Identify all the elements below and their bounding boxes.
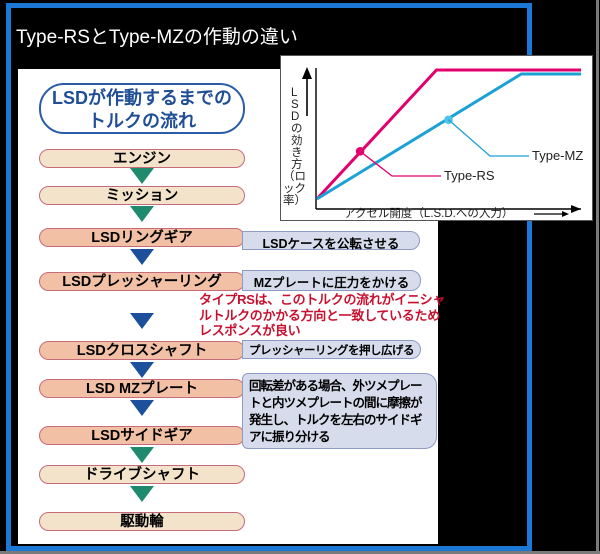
- svg-text:率）: 率）: [283, 193, 306, 207]
- svg-text:L: L: [291, 87, 298, 99]
- svg-text:き: き: [291, 146, 303, 159]
- svg-text:S: S: [291, 99, 299, 111]
- svg-text:の: の: [291, 123, 303, 135]
- svg-text:Type-MZ: Type-MZ: [532, 148, 583, 163]
- svg-text:効: 効: [291, 133, 303, 147]
- svg-text:方: 方: [291, 157, 303, 171]
- svg-text:アクセル開度（L.S.D.への入力）: アクセル開度（L.S.D.への入力）: [344, 206, 513, 220]
- svg-text:Type-RS: Type-RS: [444, 168, 495, 183]
- svg-text:D: D: [291, 111, 299, 123]
- svg-text:（ロ: （ロ: [283, 170, 306, 183]
- svg-text:ック: ック: [283, 182, 306, 195]
